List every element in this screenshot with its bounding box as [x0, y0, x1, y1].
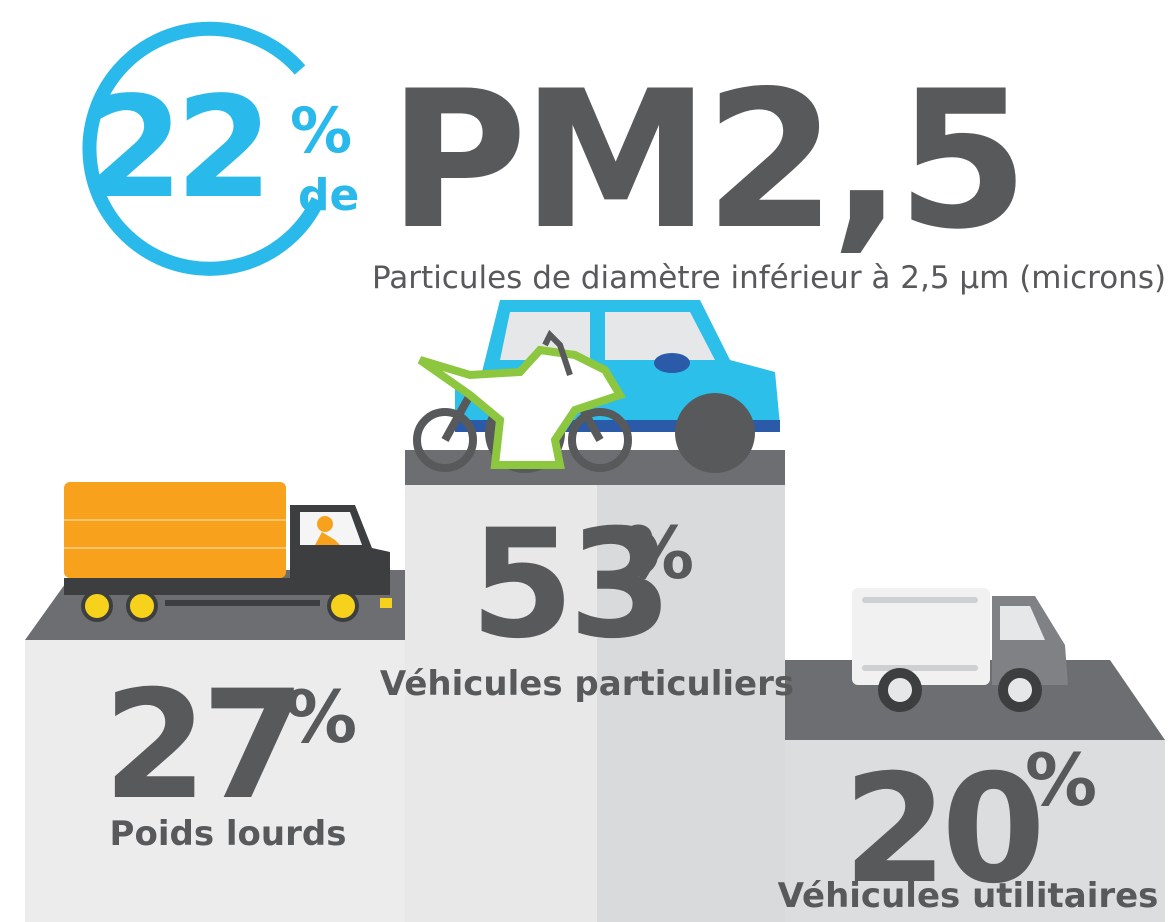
unit: %	[622, 511, 694, 595]
label: Véhicules particuliers	[380, 664, 794, 704]
percent: %	[290, 94, 352, 167]
share: 22	[86, 67, 265, 230]
label: Poids lourds	[110, 814, 347, 854]
pollutant: PM2,5	[388, 50, 1023, 271]
label: Véhicules utilitaires	[778, 876, 1159, 916]
unit: %	[285, 675, 357, 759]
infographic: 22 % de PM2,5 Particules de diamètre inf…	[0, 0, 1173, 922]
unit: %	[1025, 738, 1097, 822]
of: de	[298, 170, 359, 221]
subtitle: Particules de diamètre inférieur à 2,5 µ…	[372, 260, 1166, 296]
value: 27	[103, 659, 300, 833]
